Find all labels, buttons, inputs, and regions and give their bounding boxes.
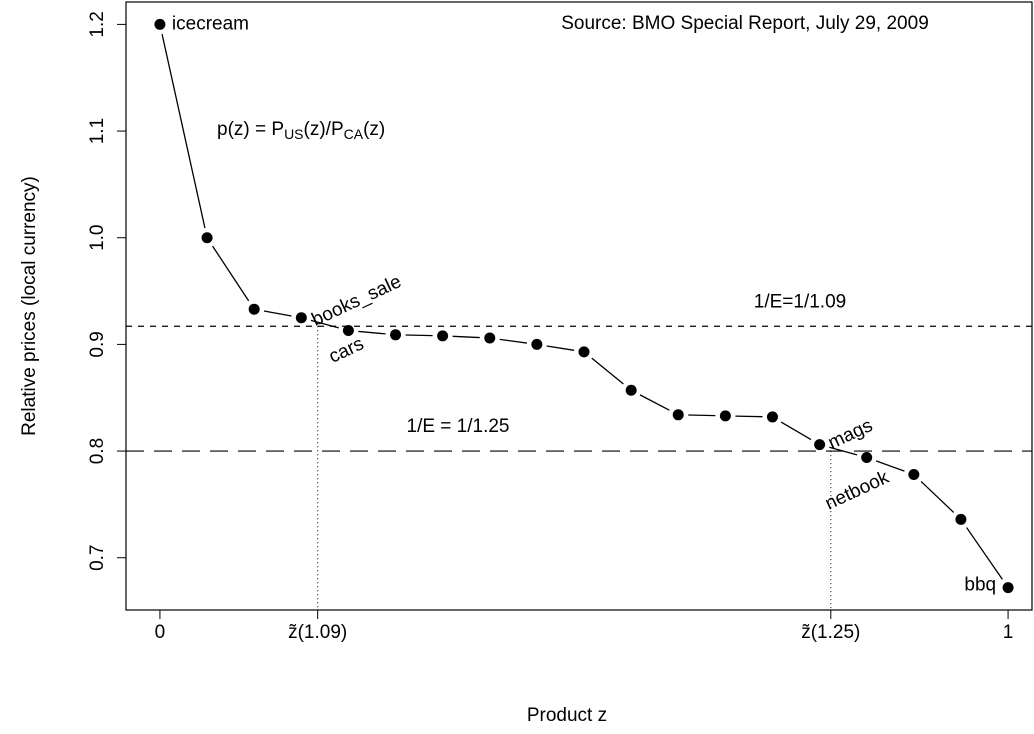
- connector: [212, 245, 250, 302]
- point-label: books_sale: [309, 271, 405, 331]
- formula-part: p(z) = P: [217, 119, 284, 140]
- data-point: [625, 384, 637, 396]
- connector: [263, 310, 292, 317]
- point-label: icecream: [172, 13, 249, 34]
- reference-label: 1/E=1/1.09: [754, 291, 846, 312]
- formula-part: (z): [363, 119, 385, 140]
- formula-part: CA: [344, 126, 364, 142]
- y-tick-label: 1.0: [87, 225, 108, 251]
- data-point: [201, 232, 213, 244]
- point-label: cars: [326, 333, 367, 367]
- connector: [875, 460, 905, 472]
- data-point: [295, 312, 307, 324]
- data-point: [861, 451, 873, 463]
- connector: [966, 527, 1003, 580]
- connector: [920, 480, 955, 513]
- formula-part: US: [284, 126, 303, 142]
- y-tick-label: 1.1: [87, 118, 108, 144]
- data-point: [1002, 582, 1014, 594]
- connector: [310, 319, 339, 329]
- data-point: [766, 411, 778, 423]
- x-tick-label: z̃(1.25): [801, 622, 860, 643]
- data-point: [437, 330, 449, 342]
- data-point: [154, 18, 166, 30]
- connector: [499, 338, 528, 344]
- y-axis-label: Relative prices (local currency): [19, 176, 40, 436]
- connector: [639, 394, 670, 411]
- connector: [688, 414, 716, 417]
- point-label: mags: [825, 415, 876, 454]
- connector: [161, 34, 206, 229]
- data-point: [248, 303, 260, 315]
- data-point: [814, 439, 826, 451]
- data-point: [908, 469, 920, 481]
- point-label: bbq: [964, 575, 996, 596]
- x-tick-label: z̃(1.09): [288, 622, 347, 643]
- connector: [780, 421, 812, 441]
- data-point: [672, 409, 684, 421]
- plot-box: [125, 1, 1033, 611]
- connector: [546, 345, 575, 351]
- connector: [829, 446, 858, 456]
- formula-part: (z)/P: [304, 119, 344, 140]
- y-tick-label: 0.7: [87, 545, 108, 571]
- source-note: Source: BMO Special Report, July 29, 200…: [561, 13, 929, 34]
- data-point: [719, 410, 731, 422]
- connector: [452, 335, 480, 339]
- data-point: [484, 332, 496, 344]
- data-point: [390, 329, 402, 341]
- formula: p(z) = PUS(z)/PCA(z): [217, 119, 385, 142]
- connector: [591, 357, 624, 385]
- connector: [358, 330, 386, 335]
- reference-label: 1/E = 1/1.25: [407, 416, 510, 437]
- data-point: [342, 325, 354, 337]
- y-tick-label: 1.2: [87, 11, 108, 37]
- y-tick-label: 0.9: [87, 331, 108, 357]
- x-tick-label: 1: [1003, 622, 1014, 643]
- data-point: [531, 338, 543, 350]
- connector: [405, 334, 433, 337]
- data-point: [578, 346, 590, 358]
- connector: [735, 415, 763, 418]
- point-label: netbook: [822, 467, 893, 515]
- data-point: [955, 513, 967, 525]
- x-axis-label: Product z: [527, 705, 607, 726]
- y-tick-label: 0.8: [87, 438, 108, 464]
- x-tick-label: 0: [155, 622, 166, 643]
